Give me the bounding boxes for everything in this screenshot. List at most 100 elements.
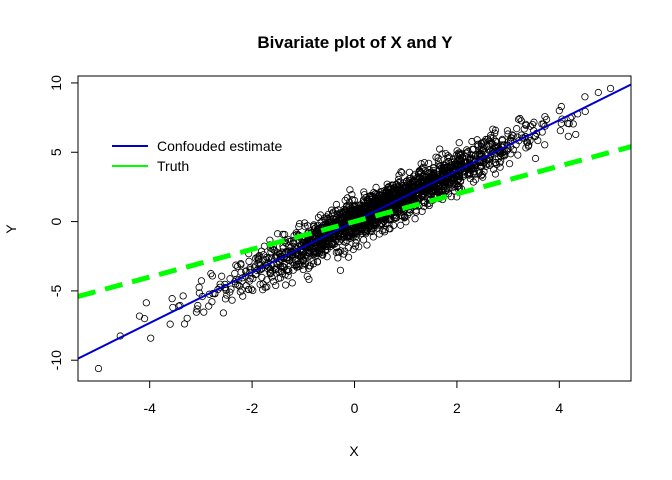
scatter-point	[364, 197, 372, 206]
scatter-point	[333, 243, 341, 252]
scatter-point	[557, 102, 565, 111]
scatter-point	[409, 172, 418, 180]
scatter-point	[289, 266, 297, 274]
scatter-point	[460, 170, 469, 178]
scatter-point	[390, 214, 398, 222]
scatter-point	[313, 249, 321, 257]
scatter-point	[521, 133, 530, 141]
scatter-point	[474, 142, 482, 150]
scatter-point	[280, 263, 288, 271]
scatter-point	[325, 215, 333, 223]
scatter-point	[219, 309, 227, 317]
scatter-point	[530, 118, 538, 126]
scatter-point	[396, 221, 405, 229]
scatter-point	[313, 257, 322, 266]
scatter-point	[299, 238, 307, 246]
scatter-point	[343, 194, 352, 202]
scatter-point	[380, 198, 389, 206]
y-axis-label: Y	[3, 224, 19, 234]
scatter-point	[195, 289, 203, 297]
scatter-point	[328, 210, 337, 218]
scatter-point	[290, 236, 298, 245]
scatter-point	[452, 151, 460, 159]
scatter-point	[394, 179, 402, 187]
scatter-point	[445, 153, 453, 161]
scatter-point	[288, 279, 296, 287]
scatter-point	[450, 155, 458, 163]
scatter-point	[192, 308, 201, 316]
scatter-point	[299, 265, 307, 274]
scatter-point	[298, 261, 306, 269]
x-axis-label: X	[349, 443, 359, 459]
scatter-point	[221, 295, 230, 303]
scatter-point	[541, 113, 549, 121]
scatter-point	[263, 276, 271, 284]
scatter-point	[420, 203, 428, 211]
scatter-point	[377, 196, 385, 204]
y-tick-label: -10	[48, 350, 64, 370]
scatter-point	[529, 120, 537, 129]
scatter-point	[208, 298, 216, 306]
scatter-point	[358, 208, 367, 216]
scatter-point	[336, 266, 345, 274]
scatter-point	[257, 247, 266, 255]
legend-label-confounded-estimate: Confouded estimate	[157, 138, 283, 154]
scatter-point	[454, 153, 462, 161]
scatter-point	[363, 241, 371, 249]
scatter-point	[509, 132, 517, 140]
scatter-point	[249, 286, 257, 295]
scatter-point	[286, 237, 294, 246]
x-tick-label: 0	[351, 400, 359, 416]
scatter-point	[318, 244, 326, 252]
scatter-point	[287, 243, 295, 251]
scatter-point	[193, 305, 201, 313]
scatter-point	[322, 237, 330, 246]
scatter-point	[294, 260, 302, 268]
scatter-point	[413, 180, 422, 188]
scatter-point	[218, 272, 226, 280]
scatter-point	[466, 155, 474, 163]
scatter-point	[454, 149, 463, 157]
scatter-point	[247, 285, 255, 293]
scatter-point	[486, 161, 494, 170]
scatter-point	[242, 281, 250, 290]
scatter-point	[360, 188, 368, 196]
scatter-point	[569, 120, 577, 128]
scatter-point	[405, 168, 414, 176]
scatter-point	[520, 125, 528, 133]
scatter-point	[491, 170, 500, 178]
scatter-point	[557, 119, 565, 128]
scatter-point	[385, 224, 393, 233]
scatter-point	[531, 154, 540, 163]
scatter-point	[228, 296, 236, 304]
scatter-point	[398, 169, 406, 177]
scatter-point	[309, 257, 317, 265]
scatter-point	[223, 291, 231, 299]
scatter-point	[276, 249, 284, 258]
scatter-point	[417, 169, 425, 177]
scatter-point	[434, 154, 442, 162]
scatter-point	[258, 273, 266, 281]
legend-label-truth: Truth	[157, 158, 189, 174]
scatter-point	[306, 247, 314, 256]
scatter-point	[380, 217, 388, 225]
scatter-point	[418, 165, 426, 173]
x-axis: -4 -2 0 2 4	[143, 380, 563, 416]
scatter-point	[362, 228, 370, 236]
scatter-point	[352, 232, 360, 240]
scatter-point	[469, 178, 478, 186]
scatter-point	[447, 161, 455, 169]
scatter-point	[369, 233, 377, 241]
scatter-point	[142, 299, 150, 307]
scatter-point	[558, 115, 566, 123]
scatter-point	[330, 233, 338, 242]
scatter-point	[479, 173, 487, 181]
scatter-point	[245, 257, 253, 265]
scatter-point	[434, 157, 442, 165]
scatter-point	[232, 261, 240, 269]
x-tick-label: 2	[453, 400, 461, 416]
scatter-point	[498, 137, 506, 145]
scatter-point	[266, 270, 274, 278]
scatter-point	[606, 84, 615, 93]
